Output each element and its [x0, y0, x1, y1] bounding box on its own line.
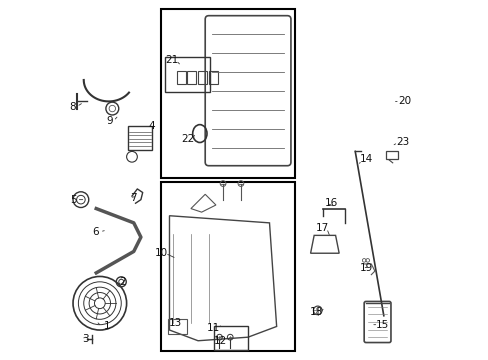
Text: 12: 12 — [213, 337, 226, 346]
Text: 21: 21 — [164, 55, 178, 65]
Text: 18: 18 — [309, 307, 322, 317]
Text: 5: 5 — [70, 195, 76, 204]
Text: 11: 11 — [206, 323, 220, 333]
Text: 1: 1 — [103, 321, 110, 332]
Text: 14: 14 — [359, 154, 372, 163]
Text: 4: 4 — [148, 121, 155, 131]
Text: 6: 6 — [92, 227, 99, 237]
Text: 3: 3 — [82, 334, 89, 344]
Text: 2: 2 — [119, 277, 125, 287]
Text: 16: 16 — [324, 198, 337, 208]
Text: 23: 23 — [395, 138, 408, 148]
Text: 15: 15 — [375, 320, 388, 330]
Text: 19: 19 — [359, 262, 372, 273]
Text: 20: 20 — [397, 96, 410, 107]
Text: 13: 13 — [168, 318, 182, 328]
Text: 8: 8 — [70, 102, 76, 112]
Text: 9: 9 — [106, 116, 113, 126]
Text: 17: 17 — [315, 223, 328, 233]
Text: 22: 22 — [181, 134, 194, 144]
Text: 10: 10 — [155, 248, 168, 258]
Text: 7: 7 — [130, 193, 137, 203]
